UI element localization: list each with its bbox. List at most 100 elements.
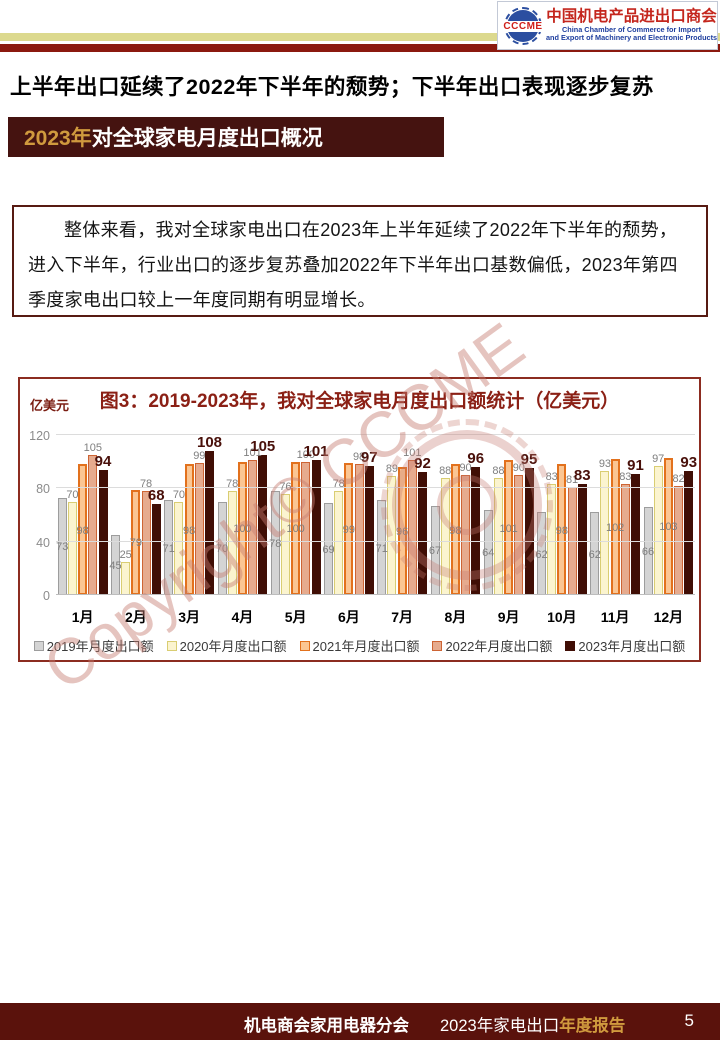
bar-2021年月度出口额-4月: 100	[233, 461, 252, 595]
bar-value-label: 90	[459, 462, 472, 474]
bar-value-label: 73	[56, 541, 69, 554]
bar-2023年月度出口额-9月: 95	[521, 451, 537, 595]
bar-group-7月: 71 89 96 101 92	[375, 435, 431, 595]
bar-value-label: 78	[332, 478, 345, 490]
bar-value-label: 108	[196, 434, 223, 451]
grid-line-120	[56, 434, 695, 435]
bar-value-label: 83	[545, 471, 558, 484]
bar-rect	[291, 461, 301, 595]
bar-2019年月度出口额-2月: 45	[109, 535, 122, 595]
bar-value-label: 97	[360, 448, 378, 466]
bar-rect	[547, 484, 557, 595]
bar-value-label: 105	[83, 442, 102, 454]
bar-2019年月度出口额-8月: 67	[428, 505, 442, 595]
month-label-11月: 11月	[600, 609, 630, 625]
bar-value-label: 93	[598, 458, 612, 470]
month-label-6月: 6月	[337, 609, 360, 625]
bar-value-label: 78	[226, 478, 239, 490]
bar-value-label: 89	[385, 463, 399, 476]
grid-line-80	[56, 487, 695, 489]
bar-value-label: 88	[492, 464, 505, 477]
bar-2019年月度出口额-12月: 66	[641, 507, 655, 595]
bar-rect	[88, 455, 98, 595]
bar-rect	[174, 501, 184, 595]
bar-value-label: 97	[652, 452, 665, 465]
bar-rect	[141, 491, 151, 595]
bar-2020年月度出口额-9月: 88	[492, 465, 505, 595]
bar-2023年月度出口额-8月: 96	[467, 450, 484, 595]
bar-value-label: 98	[449, 524, 462, 537]
plot-area: 73 70 98 105 94 45 25 79 78 68 71 70 98 99 108 70 78 100 1…	[29, 429, 698, 603]
bar-2021年月度出口额-12月: 103	[659, 457, 678, 595]
bar-value-label: 66	[641, 546, 655, 558]
bar-2022年月度出口额-2月: 78	[140, 478, 152, 595]
bar-2020年月度出口额-12月: 97	[652, 453, 664, 595]
bar-rect	[121, 561, 131, 595]
y-tick-80: 80	[36, 482, 50, 497]
bar-value-label: 105	[250, 438, 276, 455]
bar-value-label: 101	[403, 447, 422, 460]
bar-2023年月度出口额-5月: 101	[303, 443, 329, 595]
bar-2019年月度出口额-11月: 62	[589, 512, 601, 595]
bar-value-label: 100	[233, 523, 252, 536]
legend-item-2021年月度出口额: 2021年月度出口额	[299, 636, 419, 655]
logo-acronym: CCCME	[503, 20, 543, 32]
bar-rect	[258, 455, 268, 595]
legend-item-2022年月度出口额: 2022年月度出口额	[432, 636, 552, 655]
bar-2021年月度出口额-10月: 98	[556, 464, 568, 595]
bar-2021年月度出口额-8月: 98	[449, 464, 462, 595]
chart-container: 亿美元 图3：2019-2023年，我对全球家电月度出口额统计（亿美元） 73 7…	[18, 377, 701, 662]
bar-2021年月度出口额-6月: 99	[342, 463, 355, 595]
y-tick-0: 0	[43, 589, 50, 603]
bar-2020年月度出口额-7月: 89	[386, 463, 398, 595]
bar-2023年月度出口额-2月: 68	[148, 487, 165, 595]
bar-rect	[684, 471, 694, 595]
bar-value-label: 70	[66, 488, 79, 501]
chart-title: 图3：2019-2023年，我对全球家电月度出口额统计（亿美元）	[99, 391, 620, 412]
bar-value-label: 76	[279, 480, 292, 493]
bar-2023年月度出口额-3月: 108	[197, 434, 222, 595]
bar-value-label: 99	[193, 450, 206, 462]
bar-value-label: 92	[414, 455, 431, 473]
bar-value-label: 67	[428, 545, 442, 558]
bar-2022年月度出口额-6月: 98	[353, 451, 365, 595]
legend-swatch	[432, 640, 443, 651]
bar-value-label: 101	[243, 447, 262, 460]
grid-line-0	[56, 594, 695, 595]
bar-group-6月: 69 78 99 98 97	[322, 435, 378, 595]
month-label-10月: 10月	[547, 609, 577, 625]
footer-org: 机电商会家用电器分会	[244, 1017, 409, 1035]
month-label-3月: 3月	[178, 609, 201, 625]
bar-2020年月度出口额-10月: 83	[546, 471, 558, 595]
bar-group-2月: 45 25 79 78 68	[109, 435, 165, 595]
bar-value-label: 83	[619, 471, 632, 484]
bar-value-label: 93	[680, 454, 698, 471]
bar-2020年月度出口额-2月: 25	[120, 549, 132, 595]
bar-value-label: 99	[342, 524, 355, 536]
month-label-9月: 9月	[497, 609, 520, 625]
bar-value-label: 96	[396, 526, 409, 538]
bar-value-label: 103	[659, 521, 678, 534]
bar-value-label: 98	[352, 451, 366, 464]
bar-2022年月度出口额-3月: 99	[193, 450, 205, 595]
bar-2023年月度出口额-4月: 105	[250, 438, 275, 595]
bar-group-10月: 62 83 98 81 83	[535, 435, 591, 595]
bar-2020年月度出口额-6月: 78	[333, 478, 345, 595]
bar-value-label: 69	[322, 544, 335, 556]
bar-value-label: 71	[162, 542, 175, 555]
bar-value-label: 71	[375, 542, 388, 555]
y-tick-40: 40	[36, 535, 50, 550]
bar-value-label: 45	[109, 560, 122, 572]
logo-name-cn: 中国机电产品进出口商会	[546, 8, 717, 26]
x-axis-labels: 1月 2月 3月 4月 5月 6月 7月 8月 9月 10月 11月 12月	[56, 607, 695, 627]
bar-value-label: 90	[512, 462, 525, 474]
logo-name-en-line1: China Chamber of Commerce for Import	[562, 25, 702, 35]
legend-item-2019年月度出口额: 2019年月度出口额	[33, 636, 154, 655]
bar-2022年月度出口额-7月: 101	[403, 447, 421, 595]
header-stripe-cream	[0, 33, 720, 41]
bar-2019年月度出口额-4月: 70	[216, 501, 228, 595]
month-label-12月: 12月	[653, 609, 684, 625]
bar-2023年月度出口额-10月: 83	[574, 467, 591, 595]
bar-value-label: 78	[139, 478, 153, 490]
